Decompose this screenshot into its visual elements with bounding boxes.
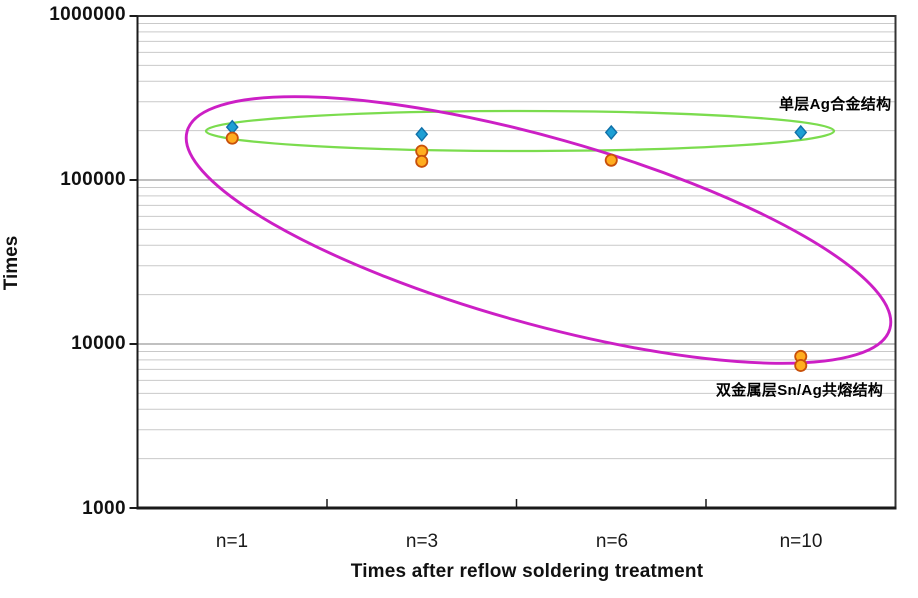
annotation-bimetal-sn-ag: 双金属层Sn/Ag共熔结构 [716,382,884,399]
annotation-single-layer-ag: 单层Ag合金结构 [779,96,892,113]
data-point-circle [604,153,618,167]
y-tick-100000: 100000 [60,169,126,190]
y-tick-1000000: 1000000 [49,4,126,25]
highlight-ellipse-green [204,109,836,153]
y-axis-title: Times [1,235,22,291]
data-point-circle [415,154,429,168]
data-point-diamond [794,124,808,141]
data-point-circle [225,131,239,145]
data-point-circle [794,358,808,372]
plot-frame [136,15,897,509]
data-point-diamond [415,126,429,142]
x-axis-title: Times after reflow soldering treatment [350,561,704,582]
y-tick-1000: 1000 [82,498,126,519]
x-tick-n6: n=6 [595,531,629,552]
highlight-ellipse-magenta [184,95,893,365]
x-tick-n1: n=1 [215,531,249,552]
y-tick-10000: 10000 [71,333,126,354]
x-tick-n3: n=3 [405,531,439,552]
data-point-diamond [604,124,618,141]
x-tick-n10: n=10 [779,531,823,552]
